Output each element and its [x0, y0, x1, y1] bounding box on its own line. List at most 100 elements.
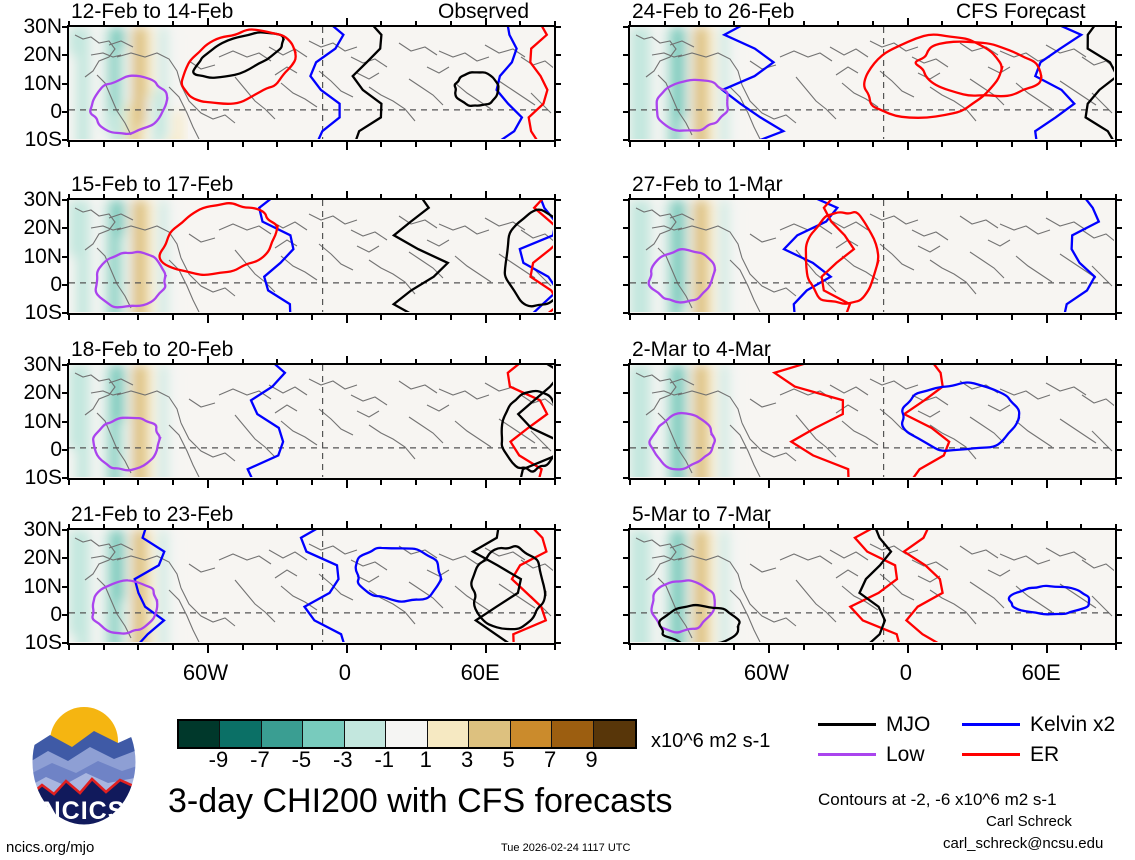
y-tick-r — [1115, 284, 1122, 286]
panel-title: 12-Feb to 14-Feb — [71, 1, 233, 22]
x-tick — [1080, 314, 1082, 320]
x-tick — [1080, 141, 1082, 147]
x-tick — [172, 644, 174, 650]
x-tick-top — [137, 359, 139, 365]
y-tick-l — [62, 642, 69, 644]
y-tick-l — [62, 256, 69, 258]
x-tick-top — [664, 21, 666, 27]
x-tick-top — [698, 359, 700, 365]
x-tick — [346, 479, 348, 488]
colorbar-swatch — [552, 721, 593, 747]
x-tick-top — [941, 194, 943, 200]
y-tick-l — [62, 227, 69, 229]
x-tick-top — [1080, 524, 1082, 530]
x-tick-top — [733, 359, 735, 365]
x-tick — [450, 141, 452, 147]
x-tick-top — [346, 521, 348, 530]
x-tick — [1080, 644, 1082, 650]
x-tick — [207, 141, 209, 150]
x-tick-top — [698, 21, 700, 27]
x-axis-tick-label: 0 — [900, 662, 912, 684]
y-tick-l — [623, 586, 630, 588]
x-tick — [137, 479, 139, 485]
x-tick — [554, 314, 556, 320]
x-tick-top — [450, 21, 452, 27]
colorbar-swatch — [345, 721, 386, 747]
x-tick-top — [1046, 191, 1048, 200]
column-header-observed: Observed — [438, 1, 529, 22]
plot-area — [67, 198, 556, 315]
x-tick — [803, 479, 805, 485]
x-tick-top — [485, 521, 487, 530]
plot-area — [628, 198, 1117, 315]
x-tick — [450, 479, 452, 485]
x-tick-top — [1046, 18, 1048, 27]
y-tick-l — [62, 26, 69, 28]
x-tick-top — [242, 359, 244, 365]
y-tick-l — [62, 111, 69, 113]
x-tick — [941, 314, 943, 320]
y-tick-l — [62, 614, 69, 616]
y-tick-l — [623, 421, 630, 423]
main-title: 3-day CHI200 with CFS forecasts — [168, 784, 673, 818]
x-tick-top — [803, 359, 805, 365]
x-tick-top — [415, 21, 417, 27]
colorbar-units-label: x10^6 m2 s-1 — [651, 731, 770, 751]
y-tick-r — [1115, 557, 1122, 559]
x-tick — [242, 141, 244, 147]
y-tick-r — [1115, 392, 1122, 394]
x-tick — [242, 479, 244, 485]
x-tick-top — [137, 524, 139, 530]
y-tick-l — [62, 139, 69, 141]
x-tick — [733, 314, 735, 320]
author-email: carl_schreck@ncsu.edu — [943, 836, 1103, 851]
x-tick-top — [103, 359, 105, 365]
x-axis-tick-label: 60E — [461, 662, 500, 684]
x-tick-top — [1080, 21, 1082, 27]
x-tick-top — [380, 21, 382, 27]
y-tick-r — [1115, 586, 1122, 588]
x-tick — [137, 644, 139, 650]
panel-title: 21-Feb to 23-Feb — [71, 504, 233, 525]
x-tick — [519, 141, 521, 147]
x-tick — [872, 479, 874, 485]
plot-area — [628, 363, 1117, 480]
colorbar-swatch — [469, 721, 510, 747]
x-tick-top — [450, 359, 452, 365]
x-tick — [415, 479, 417, 485]
x-tick-top — [768, 521, 770, 530]
x-tick — [629, 141, 631, 147]
site-url: ncics.org/mjo — [6, 840, 94, 855]
x-tick-top — [276, 21, 278, 27]
panel-title: 24-Feb to 26-Feb — [632, 1, 794, 22]
y-tick-r — [554, 256, 561, 258]
colorbar-tick-label: -7 — [240, 749, 280, 771]
legend-swatch-kelvin-x2 — [962, 723, 1020, 726]
colorbar-tick-label: 1 — [406, 749, 446, 771]
x-tick — [976, 644, 978, 650]
y-tick-l — [623, 83, 630, 85]
x-tick — [698, 644, 700, 650]
x-tick-top — [768, 18, 770, 27]
x-tick — [450, 314, 452, 320]
x-tick-top — [346, 356, 348, 365]
y-tick-r — [554, 111, 561, 113]
x-tick — [485, 141, 487, 150]
ncics-logo: NCICS — [28, 697, 140, 827]
x-tick-top — [733, 524, 735, 530]
y-tick-l — [62, 557, 69, 559]
legend-swatch-low — [818, 753, 876, 756]
x-tick-top — [837, 194, 839, 200]
x-tick — [1115, 314, 1117, 320]
x-tick — [1046, 141, 1048, 150]
x-tick — [103, 479, 105, 485]
x-tick — [1046, 479, 1048, 488]
x-tick — [907, 644, 909, 653]
y-tick-l — [623, 642, 630, 644]
x-tick — [311, 479, 313, 485]
x-tick — [941, 644, 943, 650]
x-tick-top — [1011, 359, 1013, 365]
y-axis-tick-label: 30N — [0, 16, 62, 37]
y-tick-l — [623, 529, 630, 531]
y-axis-tick-label: 30N — [0, 519, 62, 540]
